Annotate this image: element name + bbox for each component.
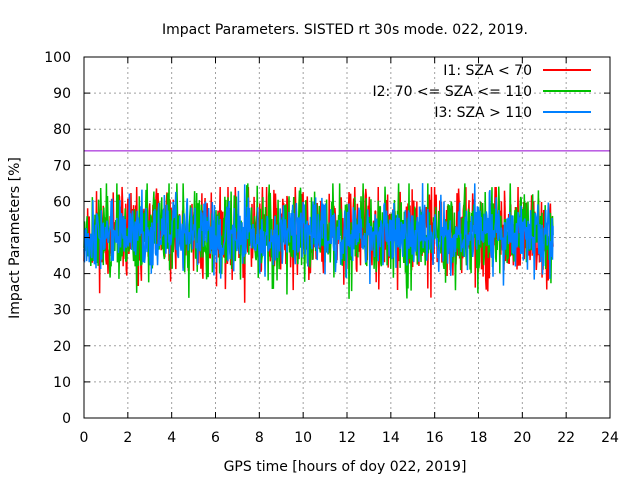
x-tick-label: 10 xyxy=(294,430,312,446)
x-tick-label: 8 xyxy=(255,430,264,446)
y-tick-label: 20 xyxy=(53,339,71,355)
x-tick-label: 22 xyxy=(557,430,575,446)
y-axis-label: Impact Parameters [%] xyxy=(7,157,23,319)
y-tick-label: 10 xyxy=(53,375,71,391)
series-line-3 xyxy=(83,183,554,286)
x-tick-label: 16 xyxy=(426,430,444,446)
x-tick-label: 0 xyxy=(80,430,89,446)
y-tick-label: 100 xyxy=(44,50,71,66)
chart-title: Impact Parameters. SISTED rt 30s mode. 0… xyxy=(162,22,528,38)
series-group xyxy=(83,183,554,303)
y-tick-label: 80 xyxy=(53,122,71,138)
legend: I1: SZA < 70 I2: 70 <= SZA <= 110 I3: SZA … xyxy=(372,63,591,121)
x-tick-label: 14 xyxy=(382,430,400,446)
y-tick-label: 60 xyxy=(53,194,71,210)
x-tick-label: 20 xyxy=(513,430,531,446)
x-tick-label: 4 xyxy=(167,430,176,446)
x-tick-label: 6 xyxy=(211,430,220,446)
y-tick-label: 70 xyxy=(53,158,71,174)
x-tick-label: 2 xyxy=(123,430,132,446)
y-tick-label: 50 xyxy=(53,231,71,247)
ticks: 0 2 4 6 8 10 12 14 16 18 20 22 240102030405060708090… xyxy=(44,50,619,446)
y-tick-label: 0 xyxy=(62,411,71,427)
legend-label: I1: SZA < 70 xyxy=(443,63,532,79)
y-tick-label: 40 xyxy=(53,267,71,283)
x-tick-label: 12 xyxy=(338,430,356,446)
legend-label: I2: 70 <= SZA <= 110 xyxy=(372,84,532,100)
legend-label: I3: SZA > 110 xyxy=(434,105,532,121)
y-tick-label: 90 xyxy=(53,86,71,102)
x-axis-label: GPS time [hours of doy 022, 2019] xyxy=(224,459,467,475)
y-tick-label: 30 xyxy=(53,303,71,319)
x-tick-label: 24 xyxy=(601,430,619,446)
x-tick-label: 18 xyxy=(470,430,488,446)
